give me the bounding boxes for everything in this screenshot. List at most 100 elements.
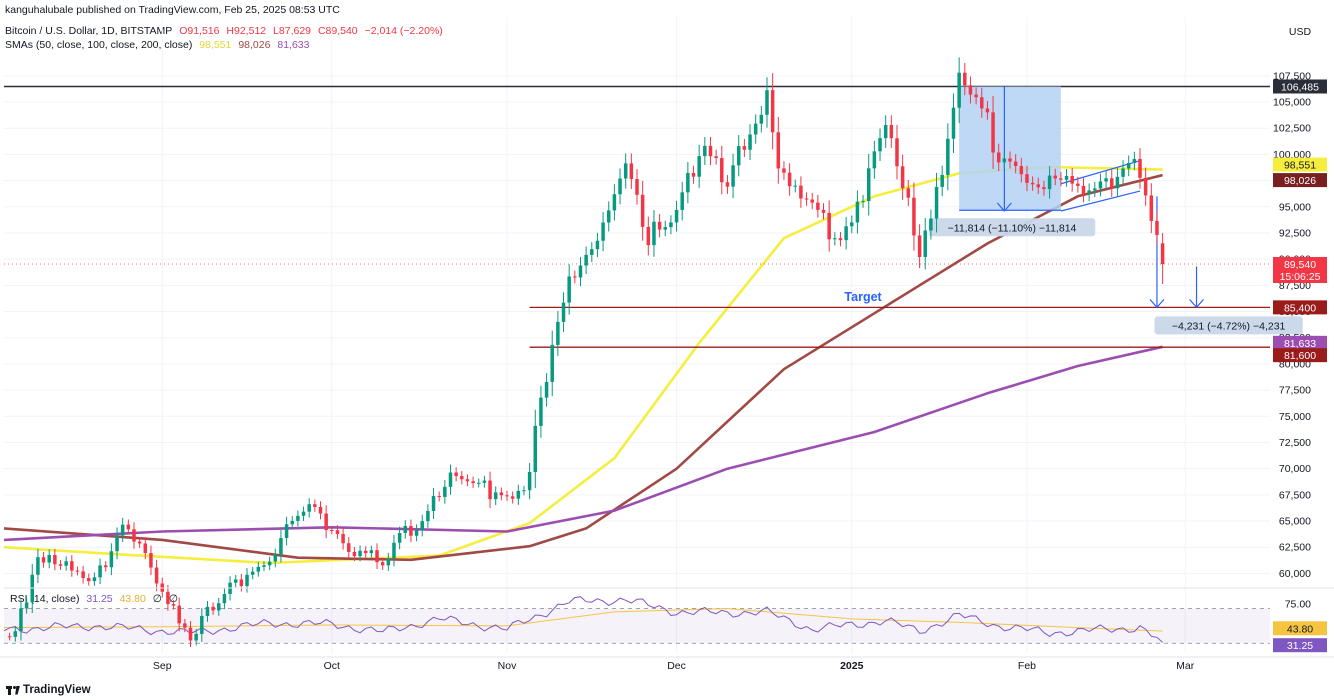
price-tag: 98,551 <box>1284 160 1316 172</box>
candle-body <box>177 605 181 624</box>
y-tick-label: 105,000 <box>1273 97 1311 109</box>
candle-body <box>1126 163 1131 169</box>
candle-body <box>821 209 826 213</box>
candle-body <box>70 561 74 571</box>
candle-body <box>19 608 23 632</box>
candle-body <box>753 123 758 135</box>
candle-body <box>284 524 289 539</box>
candle-body <box>24 602 29 609</box>
candle-body <box>335 530 340 534</box>
candle-body <box>149 553 153 568</box>
candle-body <box>703 145 707 157</box>
candle-body <box>465 479 470 482</box>
candle-body <box>601 222 605 241</box>
candle-body <box>765 90 769 115</box>
candle-body <box>674 209 679 223</box>
candle-body <box>279 538 283 555</box>
candle-body <box>510 496 515 499</box>
y-tick-label: 102,500 <box>1273 123 1311 135</box>
candle-body <box>58 564 63 566</box>
candle-body <box>584 254 588 266</box>
candle-body <box>736 146 741 166</box>
x-tick-label: Mar <box>1176 660 1195 672</box>
currency-label: USD <box>1289 26 1312 38</box>
rsi-ma-line <box>3 607 1163 632</box>
candle-body <box>375 550 379 563</box>
rsi-band <box>4 608 1270 644</box>
open-value: O91,516 <box>179 25 220 37</box>
candle-body <box>301 511 306 516</box>
candle-body <box>380 562 385 566</box>
rsi-na-1: ∅ <box>152 593 162 605</box>
candle-body <box>1076 183 1080 186</box>
x-tick-label: Dec <box>667 660 686 672</box>
candle-body <box>850 222 854 227</box>
candle-body <box>250 571 255 575</box>
candle-body <box>900 166 905 189</box>
candle-body <box>1132 158 1137 164</box>
close-value: C89,540 <box>317 25 358 37</box>
sma100-value: 98,026 <box>238 39 271 51</box>
candle-body <box>341 533 345 544</box>
candle-body <box>30 574 35 603</box>
candle-body <box>527 472 532 491</box>
ohlc-legend: Bitcoin / U.S. Dollar, 1D, BITSTAMP O91,… <box>5 25 447 37</box>
candle-body <box>782 168 786 173</box>
candle-body <box>635 179 639 195</box>
countdown-tag: 15:06:25 <box>1280 271 1321 283</box>
drawings: −11,814 (−11.10%) −11,814 −4,231 (−4.72%)… <box>844 86 1303 335</box>
candle-body <box>940 174 944 187</box>
candle-body <box>550 344 554 382</box>
price-tag: 81,600 <box>1284 350 1316 362</box>
candle-body <box>996 152 1001 163</box>
candle-body <box>640 194 645 227</box>
candle-body <box>103 565 108 568</box>
candle-body <box>245 574 249 587</box>
candle-body <box>369 550 374 554</box>
sma-line-200 <box>3 345 1163 542</box>
symbol-title[interactable]: Bitcoin / U.S. Dollar, 1D, BITSTAMP <box>5 25 173 37</box>
tradingview-logo[interactable]: TradingView <box>6 684 91 696</box>
candle-body <box>686 172 690 193</box>
candle-body <box>448 472 453 487</box>
sma-title[interactable]: SMAs (50, close, 100, close, 200, close) <box>5 39 193 51</box>
candle-body <box>889 124 894 139</box>
candle-body <box>680 192 684 210</box>
candle-body <box>154 567 159 584</box>
candle-body <box>403 525 408 534</box>
arrow-head-icon <box>996 202 1012 212</box>
candle-body <box>1098 181 1103 189</box>
candle-body <box>985 108 990 113</box>
candle-body <box>533 425 538 473</box>
candle-body <box>313 504 317 507</box>
candle-body <box>1070 176 1074 184</box>
rsi-title[interactable]: RSI (14, close) <box>10 593 80 605</box>
candle-body <box>691 172 696 177</box>
candle-body <box>544 381 549 398</box>
candle-body <box>1121 168 1125 177</box>
y-tick-label: 60,000 <box>1279 568 1311 580</box>
candle-body <box>476 482 481 484</box>
y-tick-label: 62,500 <box>1279 542 1311 554</box>
candle-body <box>1160 243 1165 264</box>
candle-body <box>392 542 396 559</box>
candle-body <box>262 565 266 567</box>
candle-body <box>618 178 622 195</box>
candle-body <box>623 163 628 179</box>
sma200-value: 81,633 <box>277 39 310 51</box>
candle-body <box>454 472 458 477</box>
candle-body <box>663 227 668 230</box>
candle-body <box>590 249 594 255</box>
rsi-ma-value: 43.80 <box>119 593 146 605</box>
sma-legend: SMAs (50, close, 100, close, 200, close)… <box>5 39 313 51</box>
candle-body <box>194 633 198 641</box>
candle-body <box>1030 182 1035 185</box>
candle-body <box>1019 166 1024 175</box>
y-tick-label: 72,500 <box>1279 437 1311 449</box>
rsi-legend: RSI (14, close) 31.25 43.80 ∅ ∅ <box>10 593 182 605</box>
candle-body <box>256 566 261 572</box>
price-tag: 89,540 <box>1284 259 1316 271</box>
candle-body <box>742 146 747 150</box>
candle-body <box>137 541 142 544</box>
